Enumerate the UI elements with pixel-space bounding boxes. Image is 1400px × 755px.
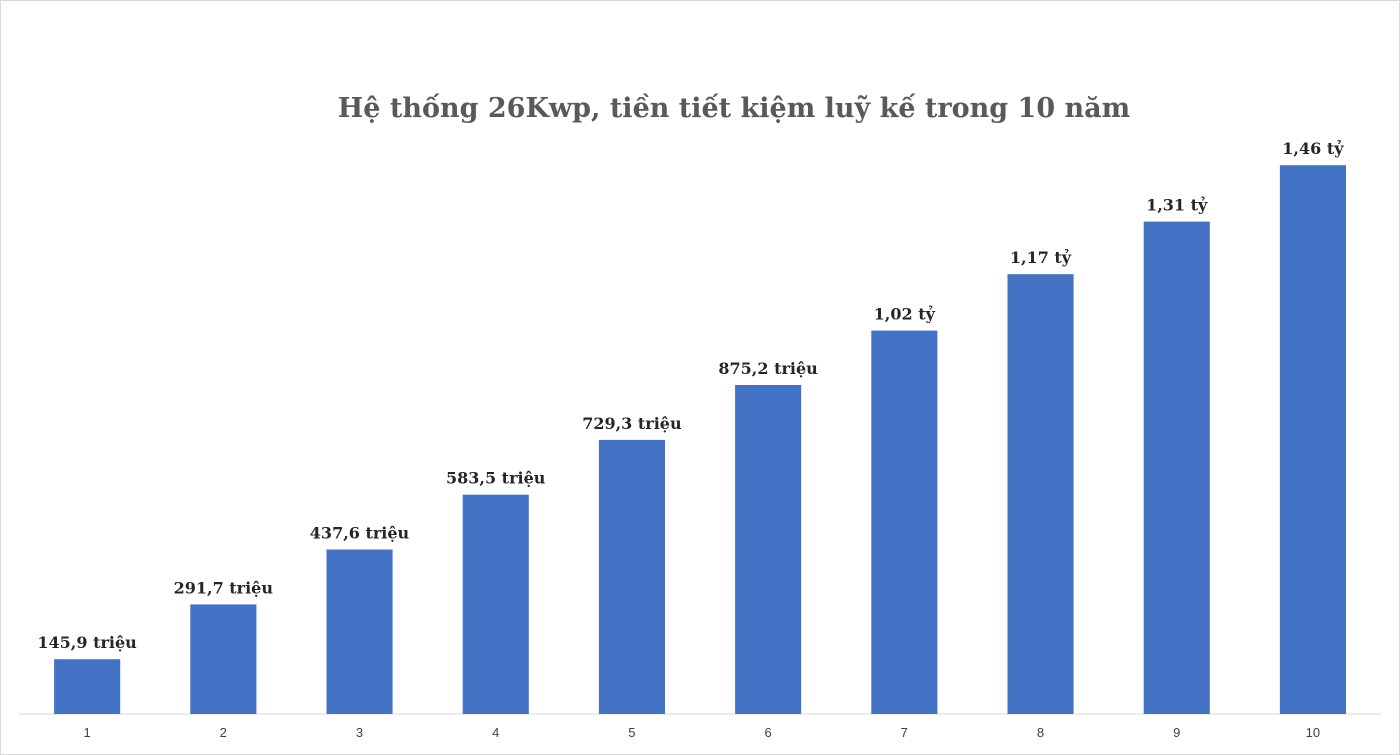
data-label-5: 729,3 triệu — [582, 414, 682, 433]
data-label-9: 1,31 tỷ — [1146, 196, 1208, 215]
x-tick-label-1: 1 — [83, 725, 90, 740]
data-label-6: 875,2 triệu — [718, 359, 818, 378]
data-label-10: 1,46 tỷ — [1282, 139, 1344, 158]
bar-6 — [735, 385, 802, 714]
x-tick-label-9: 9 — [1173, 725, 1180, 740]
chart-title: Hệ thống 26Kwp, tiền tiết kiệm luỹ kế tr… — [338, 92, 1130, 124]
x-tick-label-6: 6 — [764, 725, 771, 740]
x-tick-label-5: 5 — [628, 725, 635, 740]
x-tick-labels-group: 1 2 3 4 5 6 7 8 9 10 — [83, 725, 1320, 740]
data-label-8: 1,17 tỷ — [1010, 248, 1072, 267]
bars-group — [54, 165, 1346, 714]
data-label-7: 1,02 tỷ — [874, 305, 936, 324]
x-tick-label-3: 3 — [356, 725, 363, 740]
bar-3 — [326, 549, 393, 714]
bar-7 — [871, 330, 938, 714]
bar-2 — [190, 604, 257, 714]
x-tick-label-7: 7 — [901, 725, 908, 740]
data-labels-group: 145,9 triệu 291,7 triệu 437,6 triệu 583,5 t… — [37, 139, 1344, 652]
x-tick-label-10: 10 — [1306, 725, 1320, 740]
bar-8 — [1007, 274, 1074, 714]
data-label-1: 145,9 triệu — [37, 633, 137, 652]
x-tick-label-8: 8 — [1037, 725, 1044, 740]
bar-5 — [598, 439, 665, 714]
bar-4 — [462, 494, 529, 714]
bar-9 — [1143, 221, 1210, 714]
bar-1 — [54, 659, 121, 714]
data-label-3: 437,6 triệu — [310, 524, 410, 543]
x-tick-label-4: 4 — [492, 725, 499, 740]
bar-10 — [1279, 165, 1346, 714]
data-label-4: 583,5 triệu — [446, 469, 546, 488]
x-tick-label-2: 2 — [220, 725, 227, 740]
data-label-2: 291,7 triệu — [174, 578, 274, 597]
